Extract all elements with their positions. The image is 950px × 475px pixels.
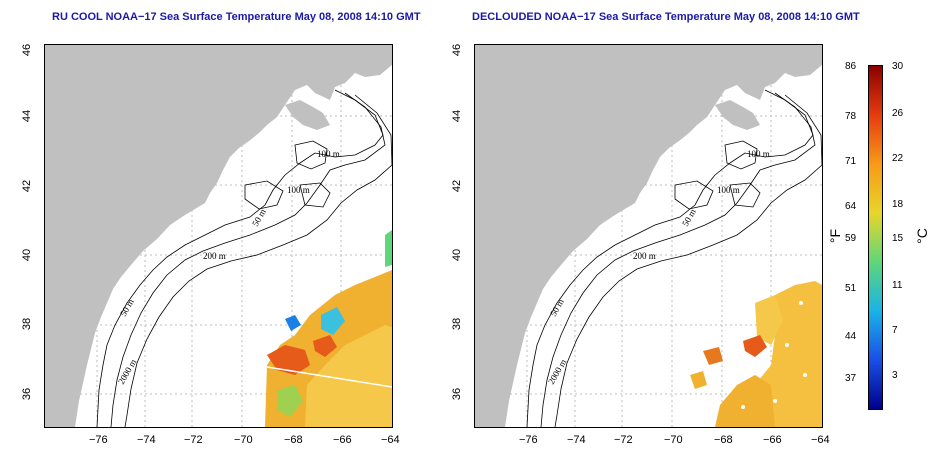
y-tick-label: 46 <box>21 43 33 57</box>
x-tick-label: −70 <box>664 434 683 446</box>
contour-label: 50 m <box>680 207 698 228</box>
colorbar-c-tick: 18 <box>892 199 904 210</box>
contour-label: 200 m <box>633 251 656 261</box>
right-map-canvas: 100 m 100 m 50 m 200 m 50 m 2000 m <box>475 45 822 427</box>
contour-label: 50 m <box>118 297 136 318</box>
colorbar-c-tick: 3 <box>892 370 898 381</box>
right-map-title: DECLOUDED NOAA−17 Sea Surface Temperatur… <box>472 11 860 23</box>
left-sst-map: 100 m 100 m 50 m 200 m 50 m 2000 m <box>44 44 393 428</box>
contour-label: 50 m <box>548 297 566 318</box>
y-tick-label: 38 <box>21 317 33 331</box>
x-tick-label: −68 <box>284 434 303 446</box>
colorbar-c-tick: 15 <box>892 233 904 244</box>
y-tick-label: 46 <box>451 43 463 57</box>
colorbar-c-tick: 26 <box>892 108 904 119</box>
left-map-canvas: 100 m 100 m 50 m 200 m 50 m 2000 m <box>45 45 392 427</box>
y-tick-label: 42 <box>21 179 33 193</box>
left-map-title: RU COOL NOAA−17 Sea Surface Temperature … <box>52 11 421 23</box>
temperature-colorbar <box>868 65 883 410</box>
contour-label: 100 m <box>287 185 310 195</box>
x-tick-label: −64 <box>811 434 830 446</box>
x-tick-label: −64 <box>381 434 400 446</box>
x-tick-label: −76 <box>519 434 538 446</box>
colorbar-f-tick: 59 <box>845 233 857 244</box>
colorbar-c-tick: 11 <box>892 280 903 291</box>
sst-data-region <box>690 281 822 427</box>
x-tick-label: −68 <box>714 434 733 446</box>
fahrenheit-unit: °F <box>827 228 844 244</box>
colorbar-f-tick: 71 <box>845 156 857 167</box>
land-mass <box>45 45 392 427</box>
x-tick-label: −70 <box>234 434 253 446</box>
colorbar-f-tick: 86 <box>845 61 857 72</box>
colorbar-f-tick: 37 <box>845 373 857 384</box>
colorbar-f-tick: 64 <box>845 201 857 212</box>
y-tick-label: 36 <box>451 387 463 401</box>
contour-label: 100 m <box>747 149 770 159</box>
y-tick-label: 44 <box>451 109 463 123</box>
colorbar-c-tick: 22 <box>892 153 904 164</box>
land-mass <box>475 45 822 427</box>
x-tick-label: −66 <box>333 434 352 446</box>
colorbar-c-tick: 7 <box>892 325 898 336</box>
y-tick-label: 44 <box>21 109 33 123</box>
contour-label: 200 m <box>203 251 226 261</box>
contour-label: 50 m <box>250 207 268 228</box>
y-tick-label: 40 <box>451 248 463 262</box>
celsius-unit: °C <box>913 228 930 244</box>
x-tick-label: −66 <box>763 434 782 446</box>
colorbar-f-tick: 78 <box>845 111 857 122</box>
y-tick-label: 42 <box>451 179 463 193</box>
contour-label: 100 m <box>317 149 340 159</box>
colorbar-f-tick: 51 <box>845 283 857 294</box>
x-tick-label: −72 <box>614 434 633 446</box>
y-tick-label: 40 <box>21 248 33 262</box>
x-tick-label: −74 <box>137 434 156 446</box>
right-sst-map: 100 m 100 m 50 m 200 m 50 m 2000 m <box>474 44 823 428</box>
colorbar-f-tick: 44 <box>845 331 857 342</box>
sst-data-region <box>265 230 392 427</box>
x-tick-label: −76 <box>89 434 108 446</box>
y-tick-label: 36 <box>21 387 33 401</box>
contour-label: 100 m <box>717 185 740 195</box>
y-tick-label: 38 <box>451 317 463 331</box>
x-tick-label: −72 <box>184 434 203 446</box>
colorbar-c-tick: 30 <box>892 61 904 72</box>
x-tick-label: −74 <box>567 434 586 446</box>
